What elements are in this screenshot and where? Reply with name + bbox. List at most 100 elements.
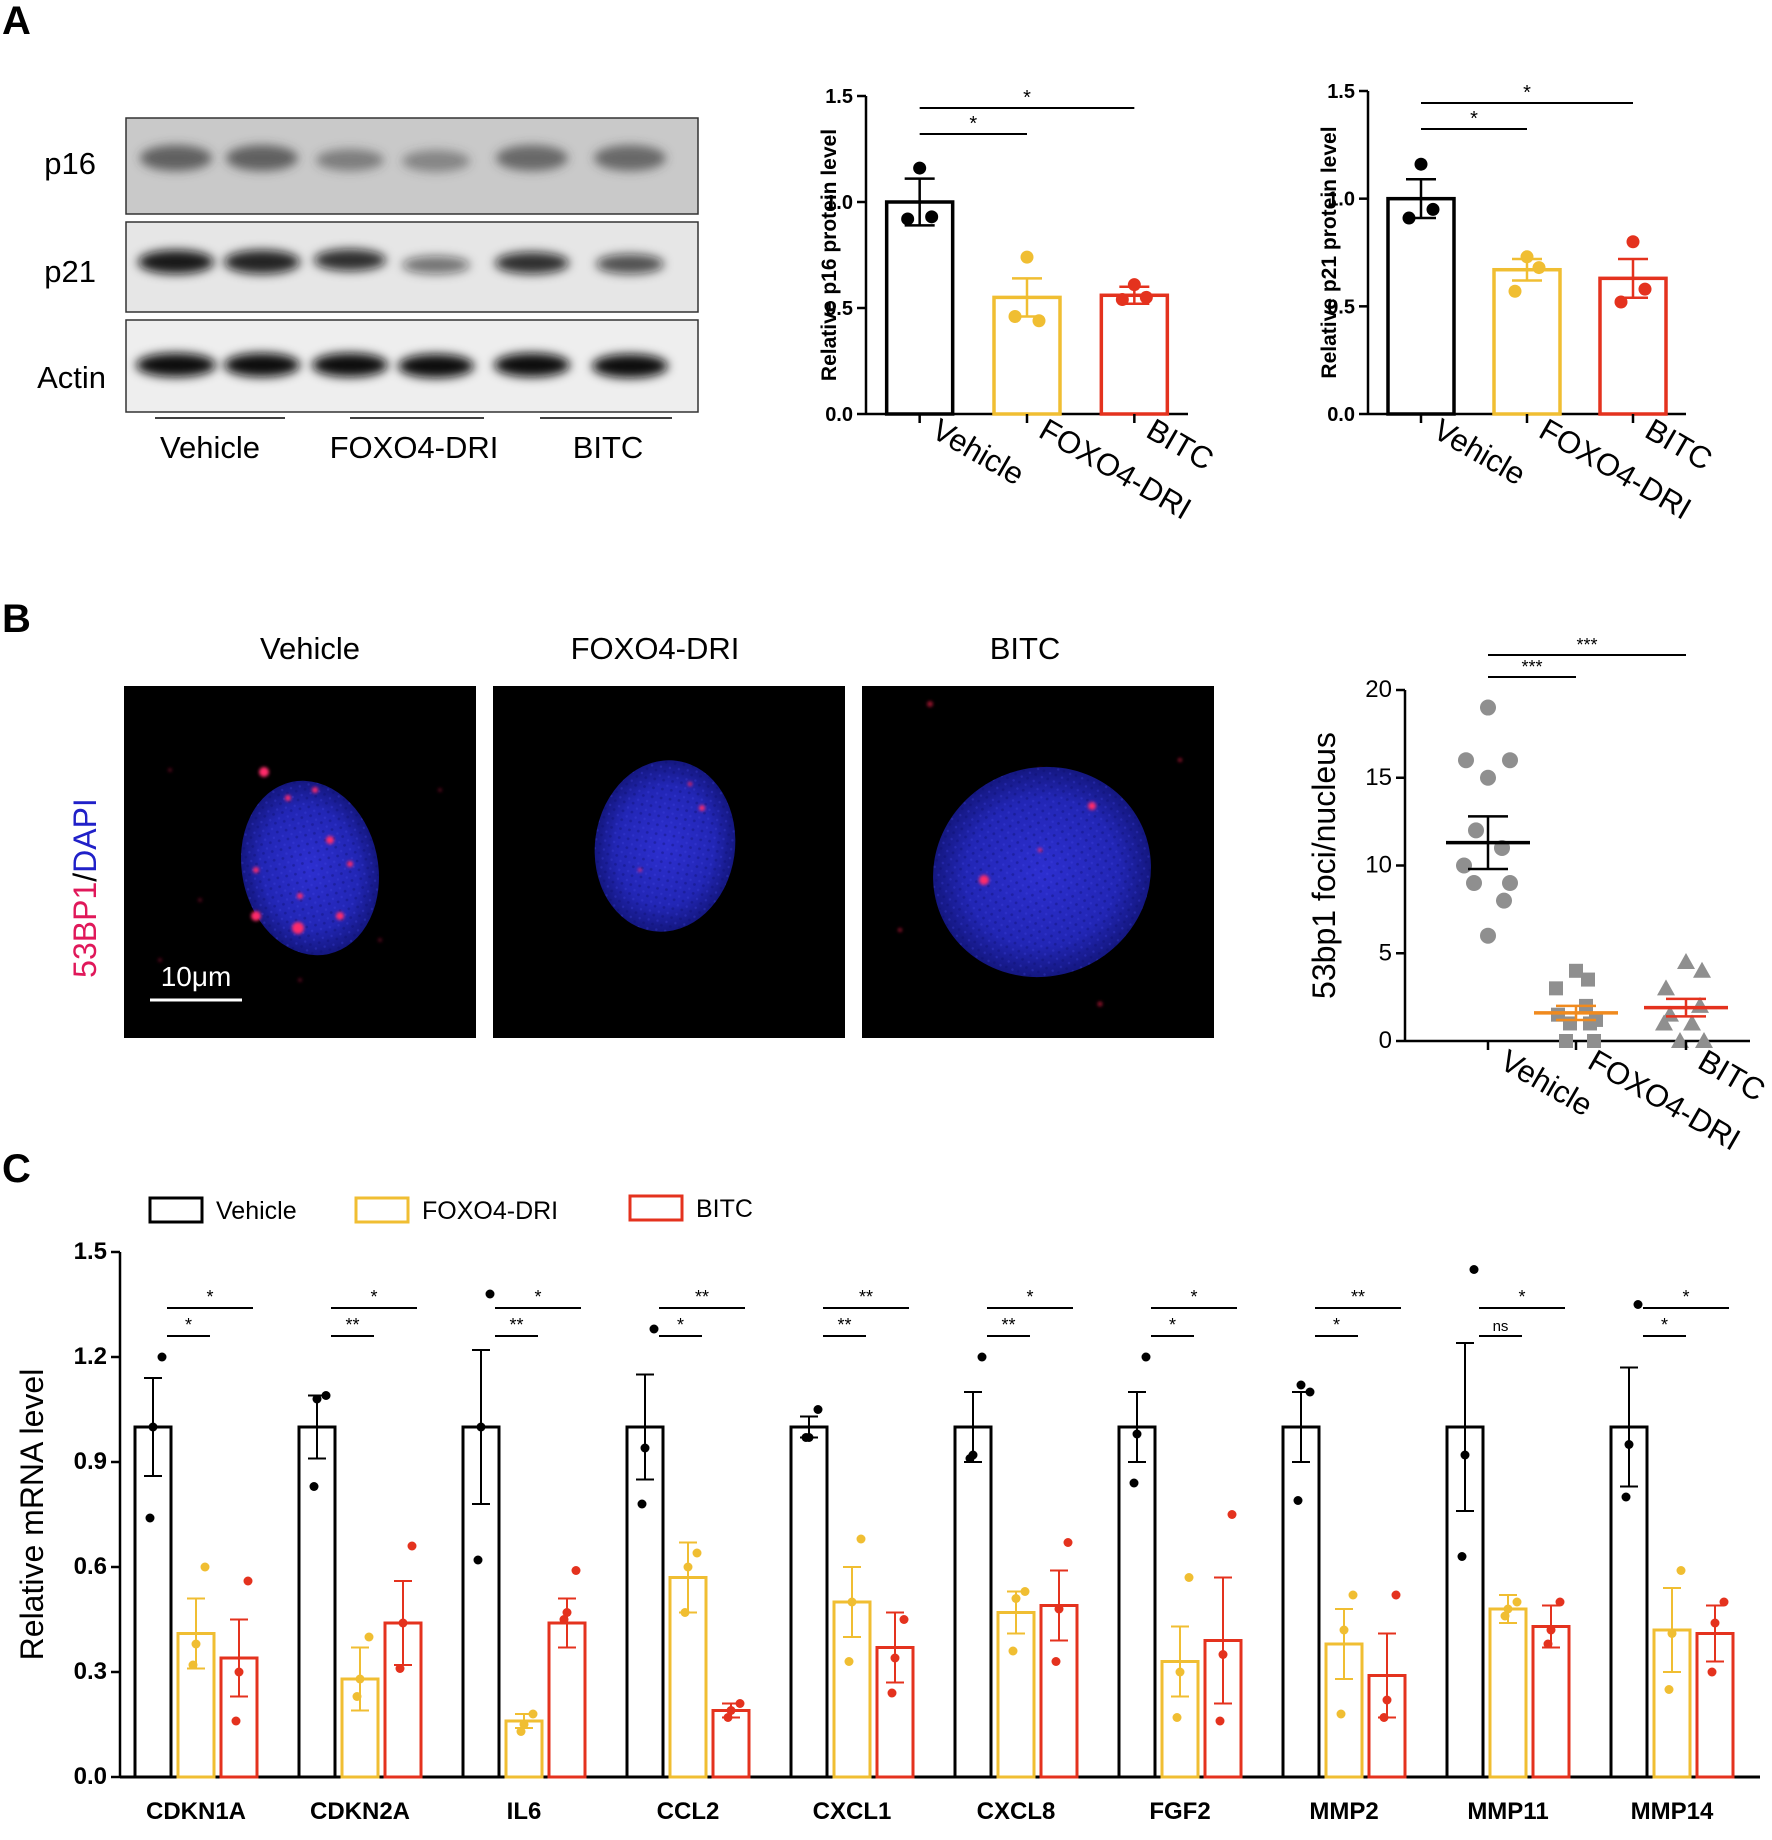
foci-point [1559, 1034, 1573, 1048]
foci-point [1581, 972, 1595, 987]
p16-bar-bitc [1099, 293, 1170, 416]
mrna-bar-ccl2-vehicle [625, 1425, 665, 1779]
mrna-sig-label: * [1169, 1315, 1176, 1335]
mrna-point [191, 1639, 201, 1649]
foci-point [1468, 822, 1484, 839]
mrna-point [1215, 1716, 1225, 1726]
p21-y-axis-label: Relative p21 protein level [1318, 126, 1341, 378]
mrna-point [844, 1657, 854, 1666]
group-label-bitc: BITC [573, 430, 644, 465]
mrna-point [571, 1566, 581, 1575]
immunofluorescence: Vehicle FOXO4-DRI BITC 53BP1/DAPI 10μm [67, 631, 1214, 1038]
mrna-point [1469, 1265, 1479, 1274]
mrna-point [683, 1562, 693, 1572]
mrna-point [801, 1433, 811, 1442]
blot-strip-p21 [125, 221, 699, 313]
band-label-p16: p16 [44, 146, 96, 181]
p21-point [1520, 250, 1534, 264]
p21-y-tick-label: 1.0 [1327, 189, 1355, 211]
mrna-sig-label: * [1682, 1287, 1689, 1307]
foci-point [1502, 752, 1518, 769]
foci-point [1480, 927, 1496, 944]
mrna-y-tick-label: 0.0 [74, 1763, 107, 1790]
mrna-y-tick-label: 0.9 [74, 1448, 107, 1475]
p16-sig-label: * [969, 113, 977, 135]
mrna-point [407, 1541, 417, 1551]
foci-point [1549, 981, 1563, 996]
mrna-x-label-mmp2: MMP2 [1309, 1798, 1378, 1825]
mrna-sig-label: ** [837, 1315, 851, 1335]
p21-y-tick-label: 0.0 [1327, 404, 1355, 426]
foci-point [1693, 961, 1711, 978]
mrna-bar-cxcl8-vehicle [953, 1425, 993, 1779]
mrna-point [145, 1513, 155, 1523]
p16-y-axis-label: Relative p16 protein level [818, 129, 841, 381]
mrna-y-axis-label: Relative mRNA level [14, 1369, 50, 1661]
mrna-sig-label: ** [345, 1315, 359, 1335]
foci-point [1480, 699, 1496, 716]
mrna-sig-label: * [370, 1287, 377, 1307]
mrna-sig-label: ** [1351, 1287, 1365, 1307]
mrna-point [519, 1720, 529, 1729]
mrna-point [680, 1608, 690, 1617]
p21-sig-label: * [1523, 82, 1531, 104]
mrna-point [312, 1394, 322, 1404]
p16-point [1008, 309, 1022, 323]
mrna-sig-label: * [1518, 1287, 1525, 1307]
if-image-bitc [862, 686, 1214, 1038]
mrna-point [1676, 1566, 1686, 1575]
p21-y-tick-label: 1.5 [1327, 81, 1355, 103]
mrna-point [1624, 1440, 1634, 1449]
mrna-point [516, 1727, 526, 1736]
foci-sig-label: *** [1521, 657, 1542, 677]
mrna-sig-label: ** [695, 1287, 709, 1307]
foci-y-tick-label: 5 [1379, 939, 1392, 966]
mrna-sig-label: * [1661, 1315, 1668, 1335]
mrna-point [485, 1289, 495, 1299]
mrna-y-tick-label: 1.2 [74, 1343, 107, 1370]
panel-letter-c: C [2, 1147, 31, 1191]
mrna-point [473, 1555, 483, 1565]
foci-point [1583, 1016, 1597, 1031]
mrna-point [398, 1618, 408, 1628]
mrna-point [355, 1674, 365, 1684]
foci-point [1456, 857, 1472, 874]
mrna-point [965, 1454, 975, 1463]
mrna-bar-mmp2-vehicle [1281, 1425, 1321, 1779]
p16-point [1139, 290, 1153, 304]
mrna-point [1293, 1496, 1303, 1505]
p16-x-tick-label-bitc: BITC [1141, 412, 1220, 478]
stain-separator: / [67, 873, 103, 882]
mrna-point [148, 1422, 158, 1432]
mrna-point [1457, 1552, 1467, 1561]
legend-label-foxo4-dri: FOXO4-DRI [422, 1197, 558, 1225]
p16-point [925, 210, 939, 224]
mrna-x-label-cxcl8: CXCL8 [977, 1798, 1056, 1825]
p21-x-tick-label-vehicle: Vehicle [1428, 412, 1532, 492]
mrna-point [856, 1534, 866, 1544]
mrna-x-label-ccl2: CCL2 [657, 1798, 720, 1825]
mrna-point [1063, 1538, 1073, 1547]
foci-point [1657, 979, 1675, 996]
mrna-point [1011, 1594, 1021, 1603]
foci-point [1569, 963, 1583, 978]
mrna-point [735, 1699, 745, 1708]
mrna-point [649, 1324, 659, 1334]
p21-point [1414, 157, 1428, 171]
mrna-point [1336, 1709, 1346, 1719]
legend-label-vehicle: Vehicle [216, 1197, 297, 1225]
mrna-point [1008, 1646, 1018, 1656]
p21-point [1626, 235, 1640, 249]
mrna-bar-cdkn1a-vehicle [133, 1425, 173, 1779]
western-blot: p16 p21 Actin [37, 117, 699, 465]
mrna-point [1054, 1604, 1064, 1614]
mrna-bar-cdkn2a-vehicle [297, 1425, 337, 1779]
mrna-point [1305, 1387, 1315, 1397]
mrna-x-label-cdkn1a: CDKN1A [146, 1798, 246, 1825]
mrna-point [1379, 1713, 1389, 1722]
mrna-x-label-fgf2: FGF2 [1149, 1798, 1210, 1825]
foci-point [1695, 1032, 1713, 1048]
mrna-point [847, 1597, 857, 1607]
